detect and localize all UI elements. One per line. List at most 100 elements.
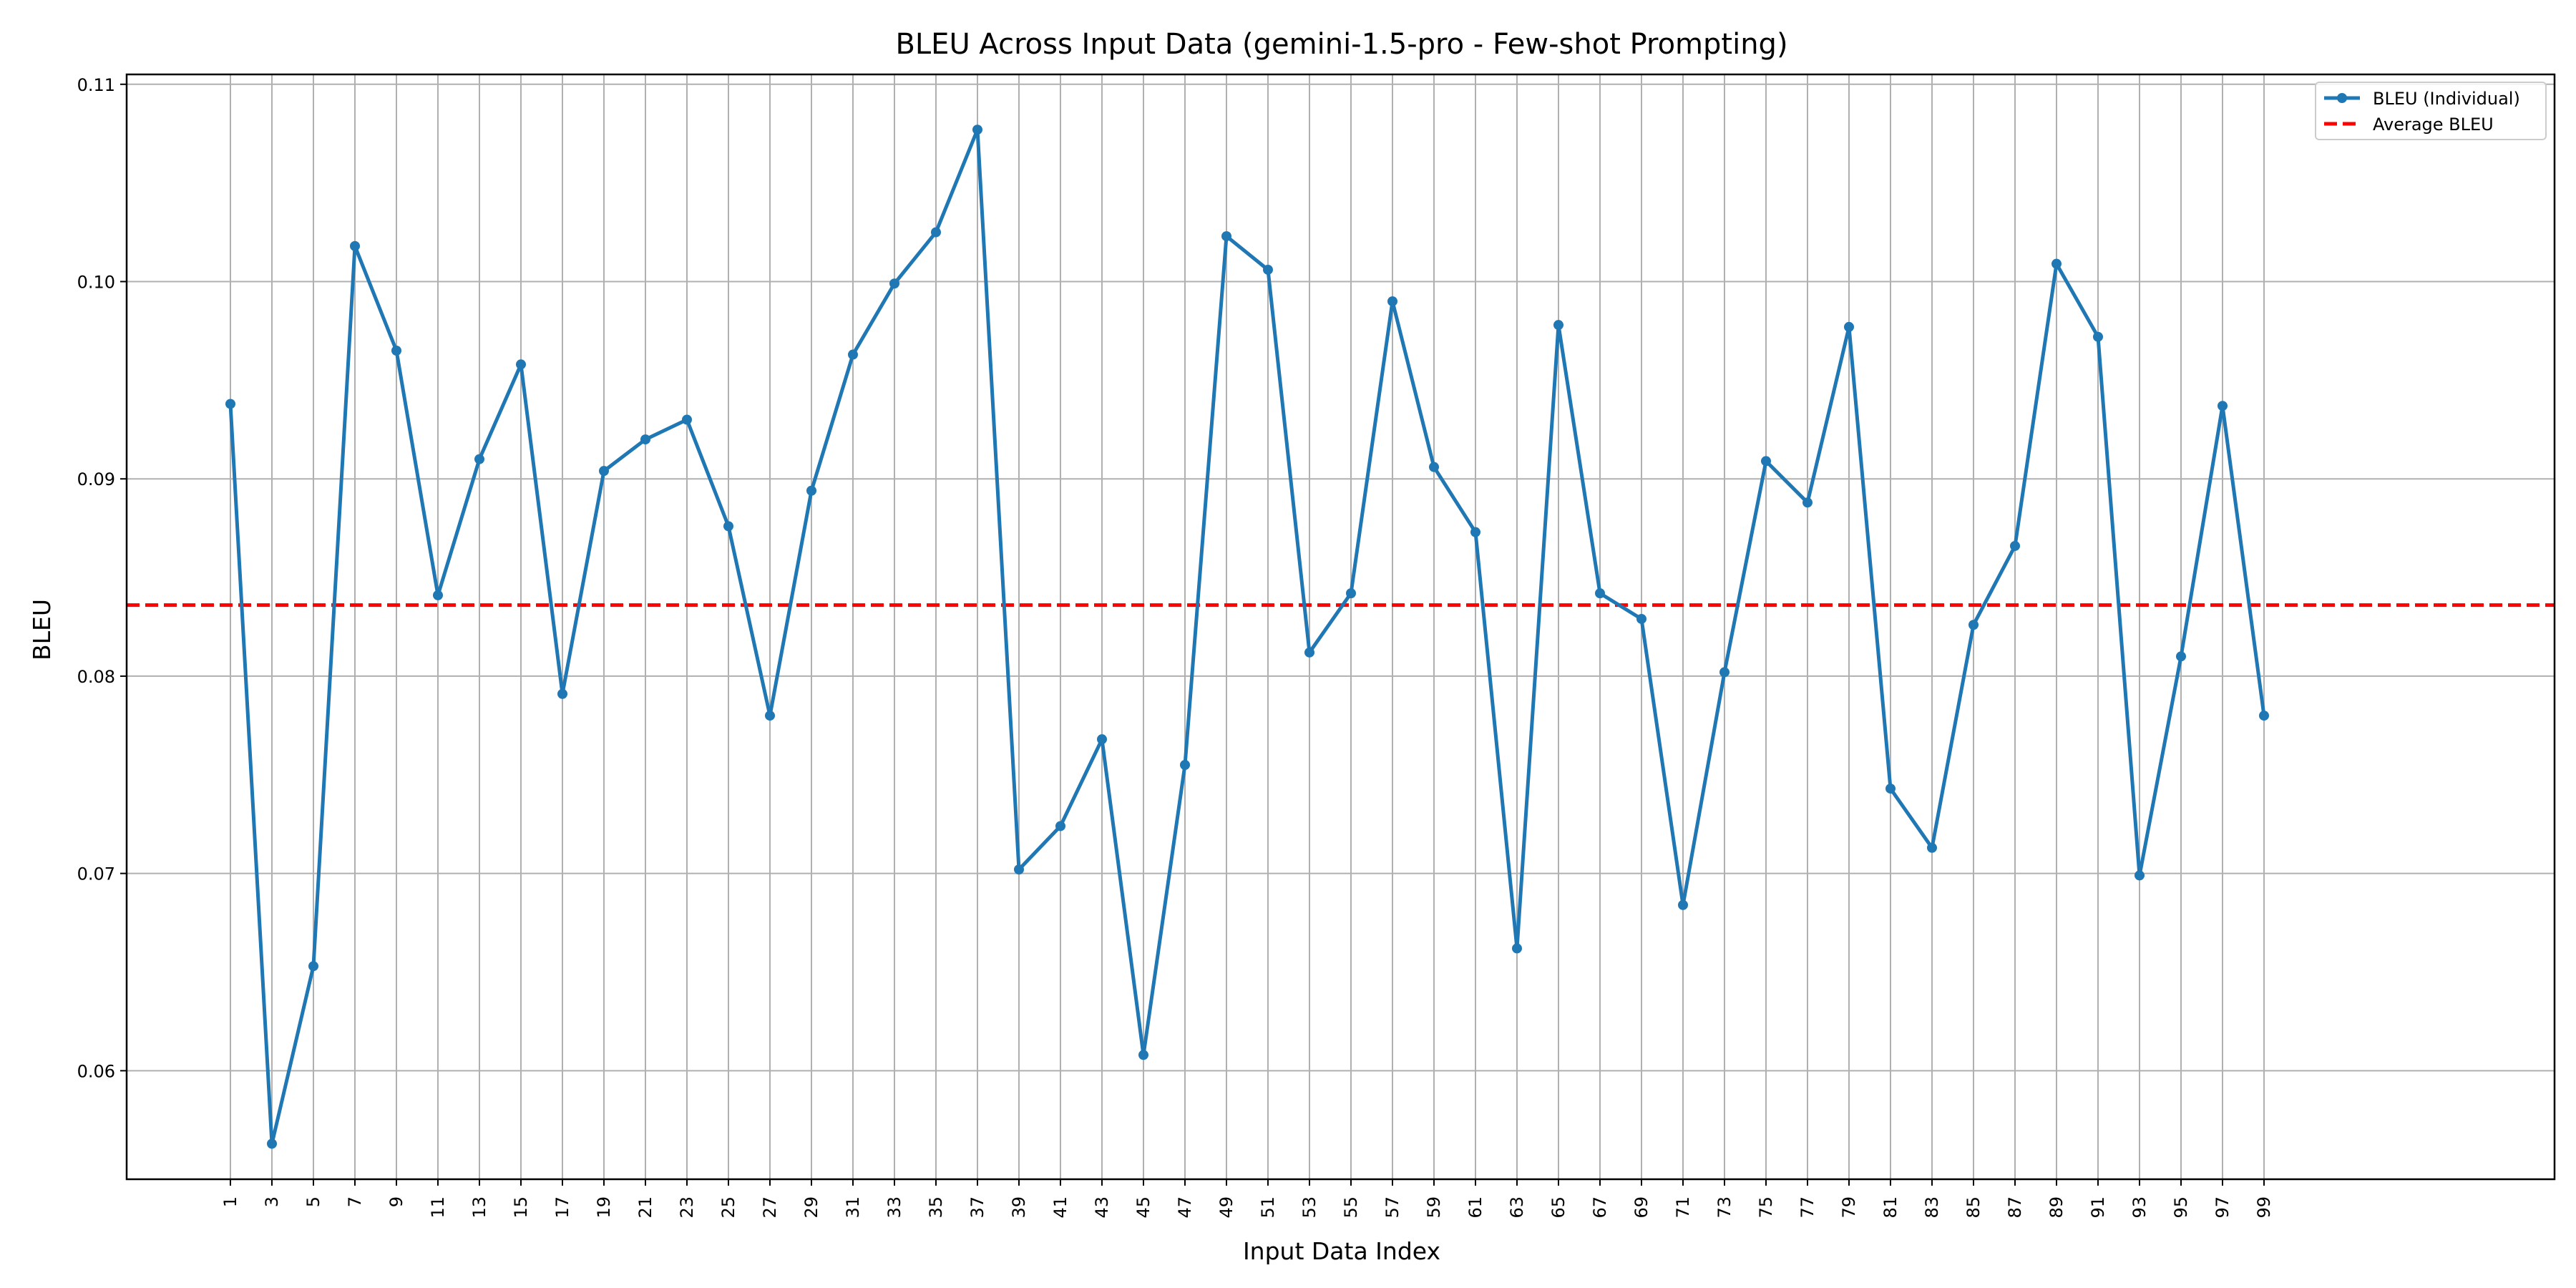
x-tick-label: 13: [469, 1196, 489, 1219]
bleu-data-point: [1512, 943, 1522, 954]
x-tick-label: 61: [1465, 1196, 1485, 1219]
x-tick-label: 89: [2046, 1196, 2067, 1219]
x-tick-label: 67: [1590, 1196, 1610, 1219]
bleu-data-point: [474, 454, 484, 464]
bleu-data-point: [931, 227, 941, 238]
x-tick-label: 7: [345, 1196, 365, 1207]
x-tick-label: 31: [843, 1196, 863, 1219]
bleu-data-point: [640, 434, 650, 445]
x-tick-label: 63: [1507, 1196, 1527, 1219]
series-layer: [225, 125, 2269, 1149]
bleu-individual-line: [228, 127, 2266, 1146]
plot-area-frame: [125, 73, 2556, 1181]
x-tick-label: 93: [2129, 1196, 2150, 1219]
x-tick-label: 59: [1424, 1196, 1444, 1219]
x-tick-label: 77: [1797, 1196, 1818, 1219]
bleu-data-point: [2010, 540, 2020, 551]
x-tick-label: 3: [262, 1196, 282, 1207]
bleu-data-point: [2176, 651, 2186, 662]
x-tick-label: 45: [1133, 1196, 1153, 1219]
bleu-data-point: [1429, 462, 1439, 472]
x-tick-label: 11: [428, 1196, 448, 1219]
grid: [127, 74, 2555, 1179]
bleu-data-point: [2259, 711, 2269, 721]
x-tick-label: 53: [1299, 1196, 1319, 1219]
x-tick-label: 79: [1839, 1196, 1859, 1219]
bleu-data-point: [1138, 1050, 1148, 1060]
bleu-data-point: [1927, 842, 1937, 853]
x-axis-label: Input Data Index: [1243, 1237, 1440, 1265]
x-tick-label: 71: [1673, 1196, 1693, 1219]
y-tick-label: 0.08: [77, 667, 115, 687]
bleu-data-point: [516, 359, 526, 370]
bleu-data-point: [225, 399, 235, 409]
x-tick-label: 21: [635, 1196, 655, 1219]
bleu-data-point: [848, 349, 858, 360]
x-tick-label: 17: [552, 1196, 572, 1219]
x-tick-label: 65: [1548, 1196, 1568, 1219]
bleu-data-point: [1844, 321, 1854, 332]
bleu-data-point: [391, 346, 401, 356]
bleu-data-point: [1221, 231, 1231, 242]
bleu-data-point: [765, 711, 775, 721]
x-tick-label: 37: [967, 1196, 987, 1219]
x-tick-label: 9: [386, 1196, 406, 1207]
bleu-data-point: [1470, 527, 1480, 537]
x-tick-label: 15: [511, 1196, 531, 1219]
x-tick-label: 51: [1258, 1196, 1278, 1219]
x-tick-label: 57: [1382, 1196, 1402, 1219]
bleu-data-point: [433, 590, 443, 600]
x-tick-label: 5: [303, 1196, 323, 1207]
x-tick-label: 47: [1175, 1196, 1195, 1219]
x-tick-label: 27: [760, 1196, 780, 1219]
x-tick-label: 1: [220, 1196, 240, 1207]
y-tick-label: 0.06: [77, 1061, 115, 1081]
bleu-data-point: [267, 1138, 277, 1149]
legend-label-bleu-individual: BLEU (Individual): [2373, 89, 2520, 109]
bleu-data-point: [1097, 734, 1107, 745]
bleu-data-point: [557, 688, 567, 699]
bleu-data-point: [1263, 264, 1273, 275]
legend: BLEU (Individual) Average BLEU: [2315, 82, 2547, 140]
x-tick-label: 41: [1050, 1196, 1070, 1219]
y-tick-label: 0.11: [77, 75, 115, 95]
bleu-data-point: [806, 485, 816, 496]
bleu-data-point: [1180, 760, 1190, 770]
bleu-data-point: [1595, 588, 1605, 599]
bleu-data-point: [1055, 821, 1065, 831]
bleu-data-point: [1553, 320, 1563, 331]
x-tick-label: 99: [2254, 1196, 2274, 1219]
bleu-data-point: [1346, 588, 1356, 599]
bleu-data-point: [2051, 258, 2062, 269]
x-tick-label: 39: [1009, 1196, 1029, 1219]
x-tick-label: 55: [1341, 1196, 1361, 1219]
legend-box: [2315, 82, 2547, 140]
bleu-data-point: [889, 278, 899, 289]
bleu-data-point: [972, 125, 982, 135]
legend-marker-bleu-individual: [2337, 93, 2347, 103]
bleu-data-point: [1968, 620, 1979, 630]
x-tick-label: 73: [1714, 1196, 1735, 1219]
bleu-data-point: [1014, 864, 1024, 875]
x-tick-label: 33: [884, 1196, 904, 1219]
x-tick-label: 25: [718, 1196, 738, 1219]
bleu-data-point: [2218, 401, 2228, 411]
bleu-data-point: [1636, 613, 1646, 624]
bleu-data-point: [1802, 497, 1813, 508]
bleu-data-point: [1719, 667, 1729, 678]
x-tick-label: 23: [677, 1196, 697, 1219]
bleu-data-point: [1304, 647, 1314, 658]
x-tick-label: 49: [1216, 1196, 1236, 1219]
bleu-data-point: [1885, 784, 1896, 794]
bleu-data-point: [1678, 899, 1688, 910]
bleu-data-point: [1387, 296, 1397, 307]
bleu-data-point: [599, 466, 609, 477]
bleu-data-point: [2135, 870, 2145, 881]
x-tick-label: 81: [1880, 1196, 1901, 1219]
bleu-data-point: [723, 521, 733, 532]
y-axis-label: BLEU: [28, 599, 56, 660]
x-tick-label: 35: [926, 1196, 946, 1219]
y-tick-label: 0.09: [77, 469, 115, 489]
bleu-data-point: [682, 414, 692, 425]
